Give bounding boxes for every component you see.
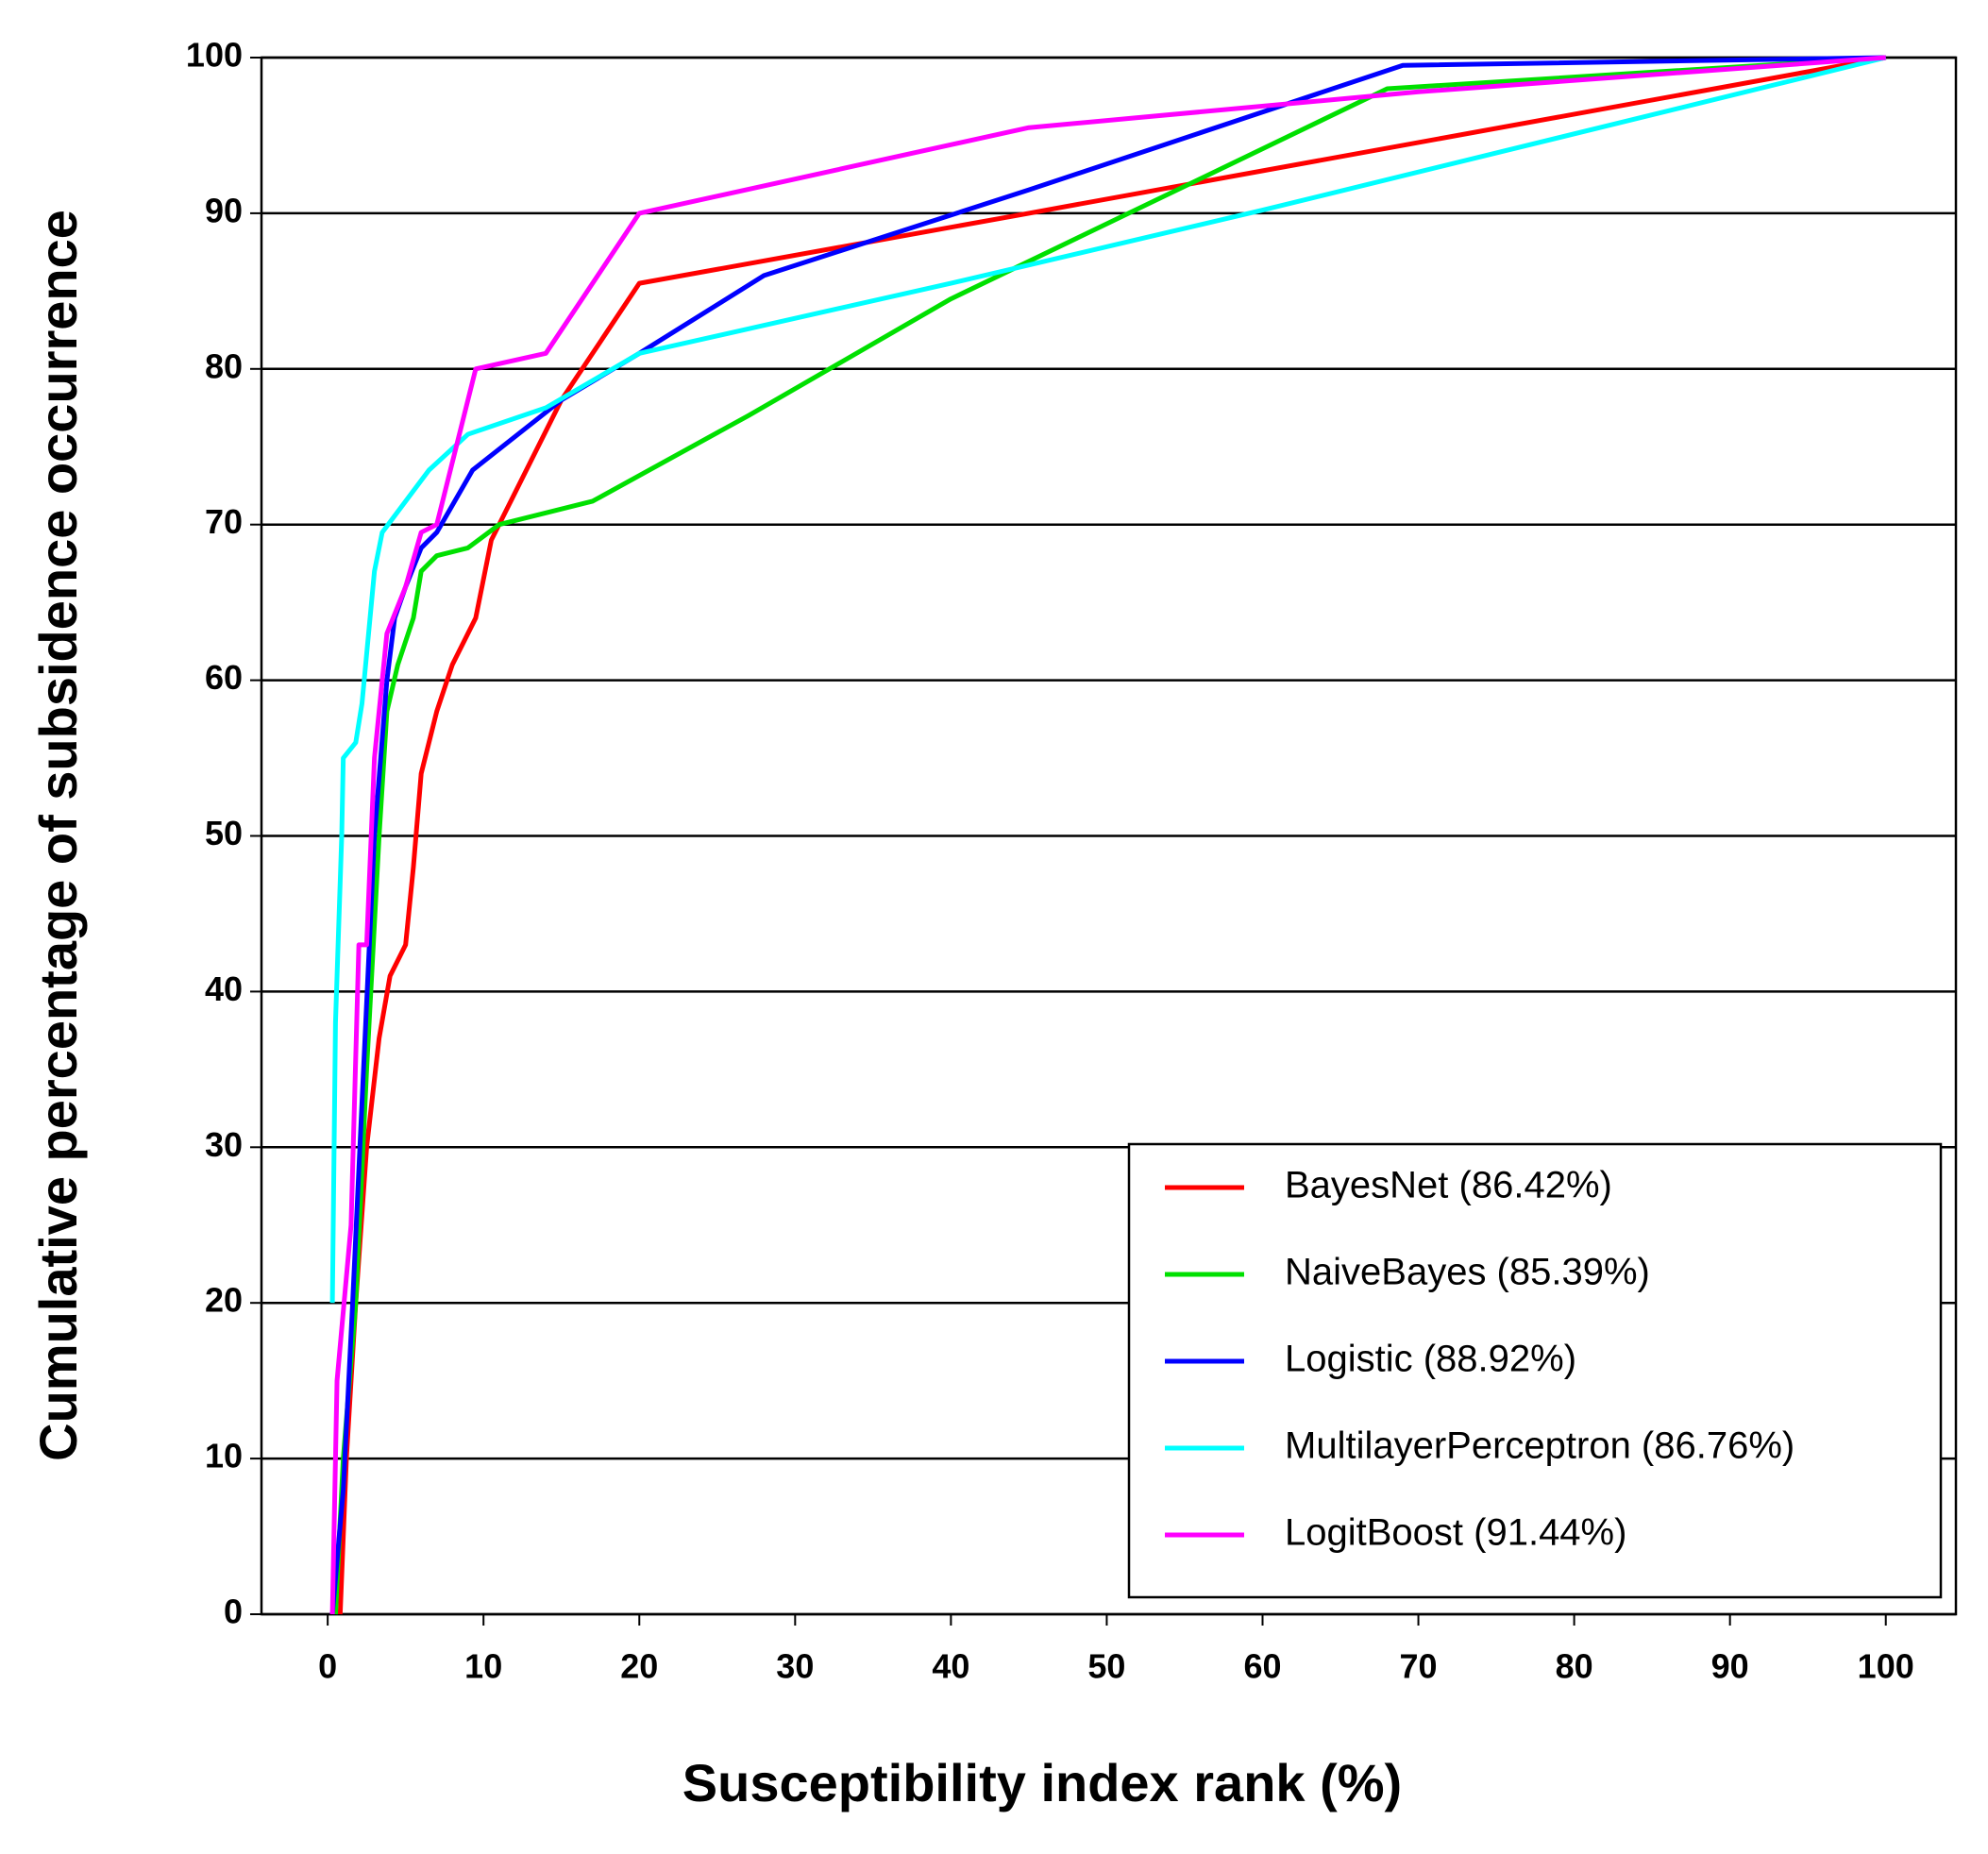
y-tick-label: 90 <box>205 191 243 229</box>
legend-label: BayesNet (86.42%) <box>1285 1165 1612 1206</box>
y-tick-label: 0 <box>224 1593 243 1631</box>
y-tick-label: 20 <box>205 1281 243 1320</box>
series-line <box>332 55 1886 1615</box>
legend-label: NaiveBayes (85.39%) <box>1285 1252 1650 1293</box>
x-tick-label: 100 <box>1858 1647 1914 1686</box>
y-axis-label: Cumulative percentage of subsidence occu… <box>28 210 88 1461</box>
x-tick-label: 40 <box>932 1647 969 1686</box>
series-line <box>337 55 1887 1615</box>
series-line <box>329 55 1887 1304</box>
plot-frame <box>260 56 1958 1616</box>
series-line <box>329 55 1886 1615</box>
y-tick-label: 70 <box>205 502 243 541</box>
y-tick-label: 100 <box>186 36 243 75</box>
x-tick-label: 70 <box>1400 1647 1438 1686</box>
legend-label: LogitBoost (91.44%) <box>1285 1512 1626 1554</box>
legend-label: MultilayerPerceptron (86.76%) <box>1285 1425 1794 1467</box>
legend-label: Logistic (88.92%) <box>1285 1339 1576 1380</box>
x-tick-label: 50 <box>1087 1647 1125 1686</box>
y-tick-label: 30 <box>205 1125 243 1164</box>
y-tick-label: 50 <box>205 814 243 852</box>
x-tick-label: 60 <box>1243 1647 1281 1686</box>
x-tick-label: 80 <box>1556 1647 1593 1686</box>
y-tick-label: 10 <box>205 1437 243 1475</box>
y-tick-label: 60 <box>205 658 243 697</box>
x-tick-label: 0 <box>318 1647 337 1686</box>
x-tick-label: 30 <box>776 1647 814 1686</box>
x-axis-label: Susceptibility index rank (%) <box>682 1753 1402 1812</box>
x-tick-label: 20 <box>620 1647 658 1686</box>
x-tick-label: 10 <box>464 1647 502 1686</box>
x-tick-label: 90 <box>1711 1647 1749 1686</box>
y-tick-label: 80 <box>205 346 243 385</box>
y-tick-label: 40 <box>205 969 243 1008</box>
series-line <box>329 55 1886 1615</box>
legend-box <box>1127 1142 1943 1599</box>
